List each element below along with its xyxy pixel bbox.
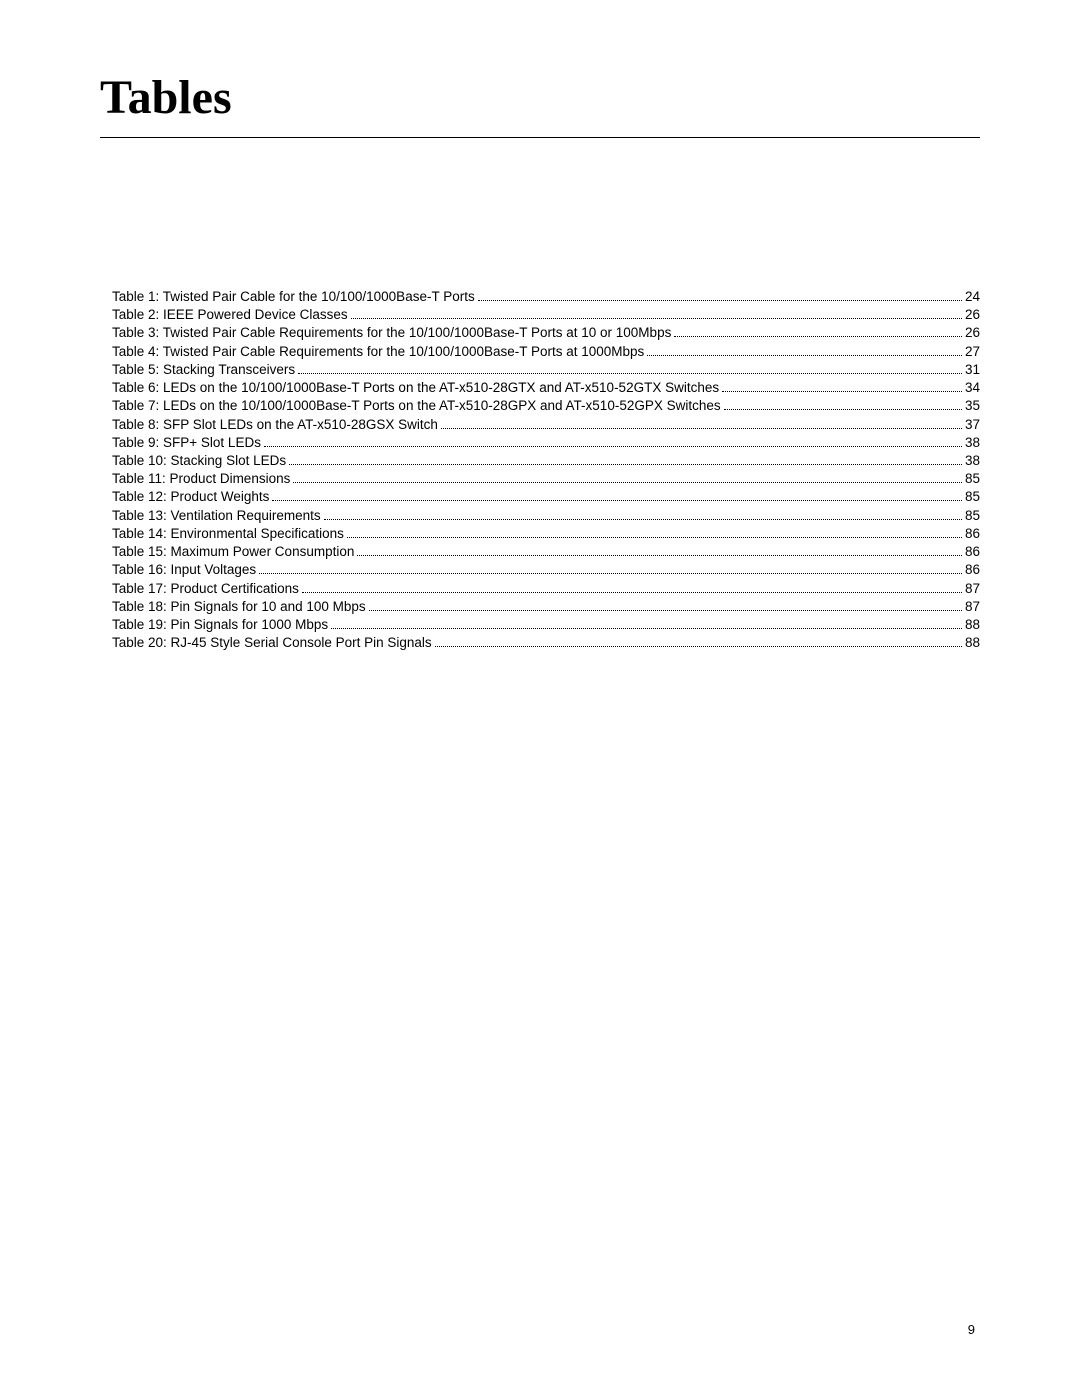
toc-entry: Table 17: Product Certifications 87 [112,580,980,598]
toc-entry-page: 27 [965,343,980,361]
toc-list: Table 1: Twisted Pair Cable for the 10/1… [100,288,980,652]
toc-entry-label: Table 11: Product Dimensions [112,470,290,488]
toc-entry-label: Table 15: Maximum Power Consumption [112,543,354,561]
toc-entry-page: 34 [965,379,980,397]
toc-leader [478,291,962,301]
toc-entry-label: Table 12: Product Weights [112,488,269,506]
toc-entry-page: 86 [965,561,980,579]
toc-entry-label: Table 16: Input Voltages [112,561,256,579]
toc-entry-page: 88 [965,616,980,634]
toc-entry-page: 31 [965,361,980,379]
toc-entry-page: 86 [965,525,980,543]
toc-entry-label: Table 18: Pin Signals for 10 and 100 Mbp… [112,598,366,616]
toc-entry-page: 26 [965,324,980,342]
toc-entry: Table 16: Input Voltages 86 [112,561,980,579]
toc-entry-page: 24 [965,288,980,306]
toc-entry: Table 10: Stacking Slot LEDs 38 [112,452,980,470]
toc-entry: Table 9: SFP+ Slot LEDs 38 [112,434,980,452]
toc-entry: Table 1: Twisted Pair Cable for the 10/1… [112,288,980,306]
toc-leader [347,528,962,538]
toc-entry-label: Table 8: SFP Slot LEDs on the AT-x510-28… [112,416,438,434]
toc-leader [259,564,962,574]
toc-leader [298,364,962,374]
toc-leader [722,382,962,392]
toc-leader [289,455,962,465]
toc-leader [369,601,962,611]
toc-entry-page: 37 [965,416,980,434]
toc-entry: Table 14: Environmental Specifications 86 [112,525,980,543]
toc-leader [264,437,962,447]
toc-entry: Table 13: Ventilation Requirements 85 [112,507,980,525]
document-page: Tables Table 1: Twisted Pair Cable for t… [0,0,1080,652]
toc-leader [331,619,962,629]
toc-leader [441,418,962,428]
toc-entry-label: Table 9: SFP+ Slot LEDs [112,434,261,452]
toc-entry-page: 85 [965,488,980,506]
toc-leader [351,309,962,319]
toc-entry-label: Table 19: Pin Signals for 1000 Mbps [112,616,328,634]
toc-entry-page: 88 [965,634,980,652]
toc-entry: Table 11: Product Dimensions 85 [112,470,980,488]
toc-entry-label: Table 2: IEEE Powered Device Classes [112,306,348,324]
toc-leader [724,400,962,410]
page-number: 9 [968,1322,975,1337]
toc-entry: Table 8: SFP Slot LEDs on the AT-x510-28… [112,416,980,434]
toc-entry: Table 2: IEEE Powered Device Classes 26 [112,306,980,324]
toc-leader [272,491,962,501]
toc-entry: Table 19: Pin Signals for 1000 Mbps 88 [112,616,980,634]
toc-leader [302,582,962,592]
toc-entry: Table 15: Maximum Power Consumption 86 [112,543,980,561]
toc-entry-label: Table 7: LEDs on the 10/100/1000Base-T P… [112,397,721,415]
toc-entry-page: 26 [965,306,980,324]
toc-leader [357,546,962,556]
toc-leader [435,637,962,647]
page-title: Tables [100,70,980,125]
toc-entry-page: 87 [965,598,980,616]
toc-entry: Table 18: Pin Signals for 10 and 100 Mbp… [112,598,980,616]
toc-entry-page: 38 [965,452,980,470]
toc-leader [293,473,962,483]
toc-entry: Table 20: RJ-45 Style Serial Console Por… [112,634,980,652]
toc-entry-label: Table 13: Ventilation Requirements [112,507,321,525]
toc-entry-label: Table 3: Twisted Pair Cable Requirements… [112,324,671,342]
toc-entry-page: 85 [965,470,980,488]
toc-entry-label: Table 5: Stacking Transceivers [112,361,295,379]
toc-entry-label: Table 4: Twisted Pair Cable Requirements… [112,343,644,361]
toc-entry-label: Table 14: Environmental Specifications [112,525,344,543]
toc-entry-page: 85 [965,507,980,525]
toc-entry: Table 7: LEDs on the 10/100/1000Base-T P… [112,397,980,415]
toc-entry-page: 35 [965,397,980,415]
toc-entry-page: 86 [965,543,980,561]
toc-leader [647,346,962,356]
toc-entry: Table 5: Stacking Transceivers 31 [112,361,980,379]
toc-entry: Table 3: Twisted Pair Cable Requirements… [112,324,980,342]
toc-entry-page: 38 [965,434,980,452]
toc-entry: Table 6: LEDs on the 10/100/1000Base-T P… [112,379,980,397]
title-rule [100,137,980,138]
toc-entry-label: Table 1: Twisted Pair Cable for the 10/1… [112,288,475,306]
toc-entry-label: Table 17: Product Certifications [112,580,299,598]
toc-entry: Table 12: Product Weights 85 [112,488,980,506]
toc-entry-label: Table 6: LEDs on the 10/100/1000Base-T P… [112,379,719,397]
toc-entry: Table 4: Twisted Pair Cable Requirements… [112,343,980,361]
toc-entry-page: 87 [965,580,980,598]
toc-leader [674,327,962,337]
toc-entry-label: Table 20: RJ-45 Style Serial Console Por… [112,634,432,652]
toc-entry-label: Table 10: Stacking Slot LEDs [112,452,286,470]
toc-leader [324,510,962,520]
